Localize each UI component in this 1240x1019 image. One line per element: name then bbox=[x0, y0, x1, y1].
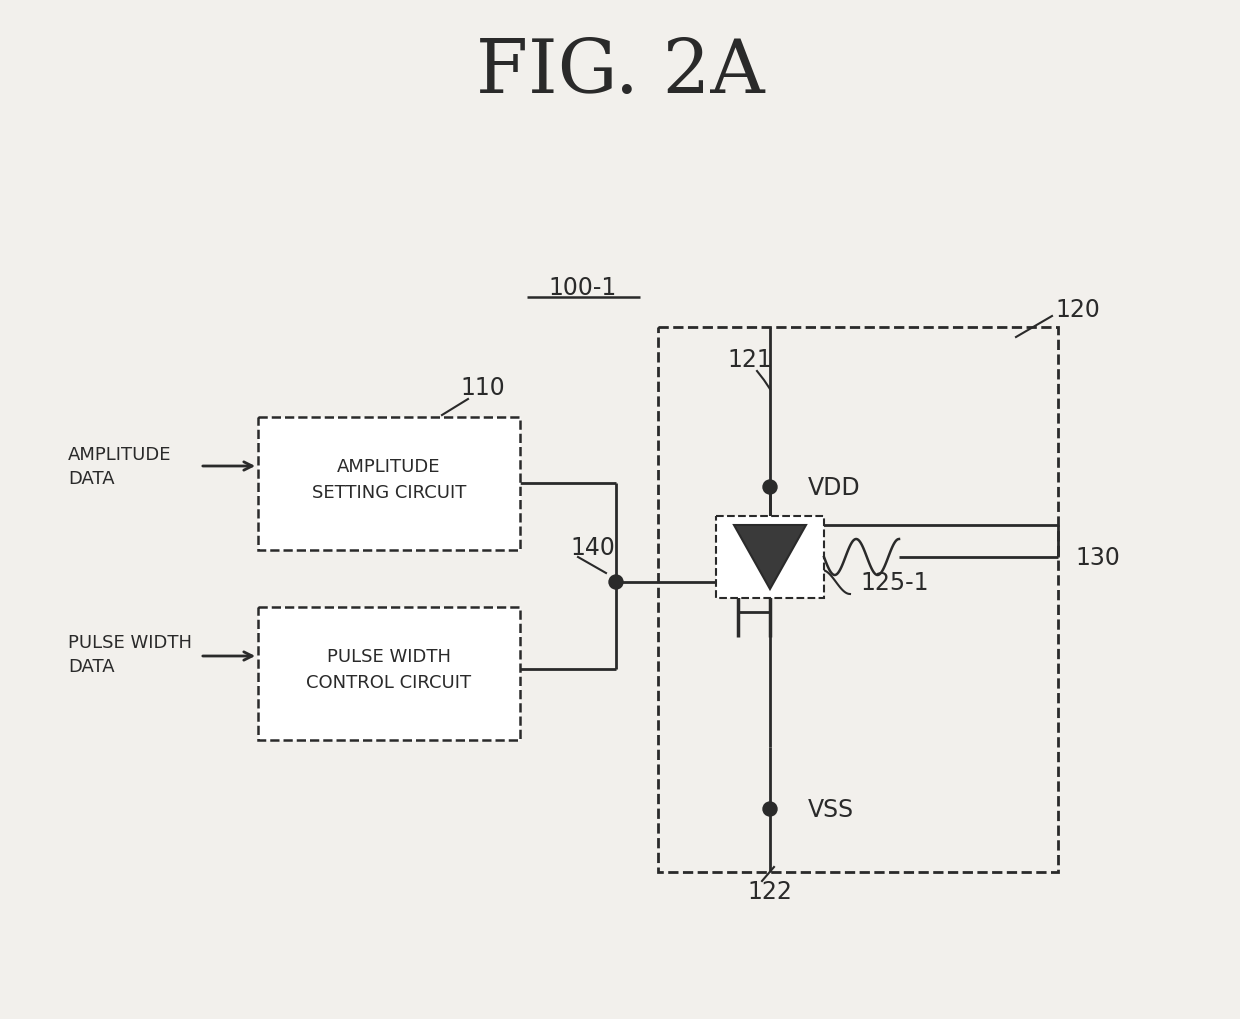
Text: 120: 120 bbox=[1055, 298, 1100, 322]
Bar bbox=[258, 607, 520, 740]
Text: PULSE WIDTH: PULSE WIDTH bbox=[68, 634, 192, 651]
Text: VDD: VDD bbox=[808, 476, 861, 499]
Text: 100-1: 100-1 bbox=[549, 276, 618, 300]
Polygon shape bbox=[734, 526, 806, 589]
Text: DATA: DATA bbox=[68, 657, 114, 676]
Text: 110: 110 bbox=[460, 376, 505, 399]
Text: DATA: DATA bbox=[68, 470, 114, 487]
Text: 125-1: 125-1 bbox=[861, 571, 929, 594]
Circle shape bbox=[609, 576, 622, 589]
Circle shape bbox=[763, 481, 777, 494]
Text: SETTING CIRCUIT: SETTING CIRCUIT bbox=[311, 484, 466, 501]
Text: 121: 121 bbox=[728, 347, 773, 372]
Text: 122: 122 bbox=[748, 879, 792, 903]
Text: 140: 140 bbox=[570, 535, 615, 559]
Text: PULSE WIDTH: PULSE WIDTH bbox=[327, 647, 451, 665]
Text: VSS: VSS bbox=[808, 797, 854, 821]
Bar bbox=[715, 517, 825, 598]
Circle shape bbox=[763, 802, 777, 816]
Text: 130: 130 bbox=[1075, 545, 1120, 570]
Bar bbox=[658, 328, 1058, 872]
Text: CONTROL CIRCUIT: CONTROL CIRCUIT bbox=[306, 674, 471, 691]
Text: AMPLITUDE: AMPLITUDE bbox=[337, 458, 440, 476]
Bar bbox=[258, 418, 520, 550]
Text: FIG. 2A: FIG. 2A bbox=[476, 36, 764, 108]
Text: AMPLITUDE: AMPLITUDE bbox=[68, 445, 171, 464]
